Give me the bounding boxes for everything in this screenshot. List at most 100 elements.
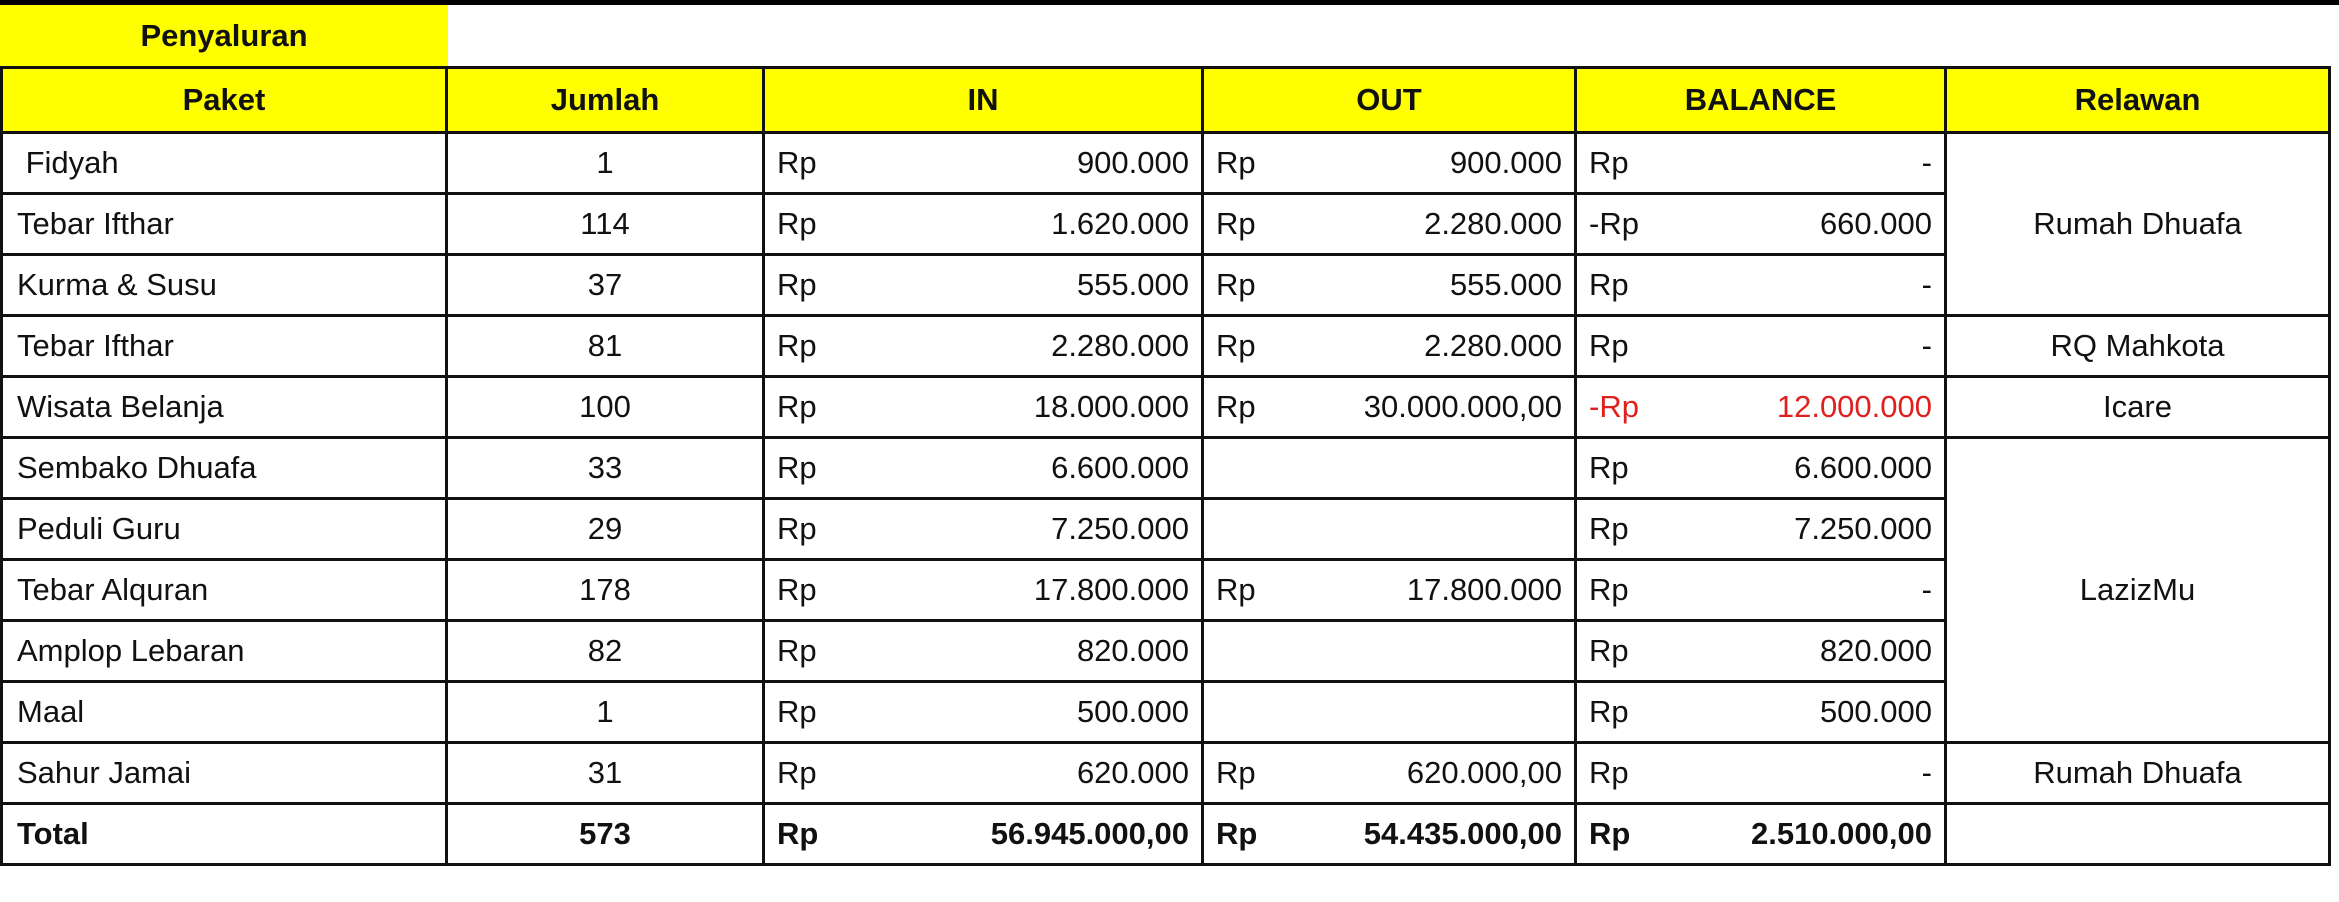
jumlah-cell[interactable]: 29 [445,497,765,561]
top-border [0,0,2339,5]
currency-label: -Rp [1589,389,1639,424]
in-cell[interactable]: Rp 620.000 [762,741,1204,805]
out-cell[interactable]: Rp 54.435.000,00 [1201,802,1577,866]
in-cell[interactable]: Rp 500.000 [762,680,1204,744]
amount-value: 820.000 [1076,633,1189,668]
out-cell[interactable] [1201,436,1577,500]
jumlah-cell[interactable]: 81 [445,314,765,378]
header-jumlah: Jumlah [445,66,765,134]
relawan-cell[interactable]: Rumah Dhuafa [1944,131,2331,317]
bal-cell[interactable]: Rp - [1574,558,1947,622]
currency-label: Rp [1589,328,1629,363]
bal-cell[interactable]: Rp 7.250.000 [1574,497,1947,561]
out-cell[interactable]: Rp 2.280.000 [1201,192,1577,256]
table-row: Fidyah 1 Rp 900.000 Rp 900.000 Rp - Rumah Dhuafa [0,131,2331,317]
amount-value: - [1921,267,1932,302]
amount-value: 900.000 [1076,145,1189,180]
paket-cell[interactable]: Fidyah [0,131,448,195]
amount-value: 1.620.000 [1051,206,1189,241]
currency-label: Rp [1216,572,1256,607]
currency-label: Rp [777,145,817,180]
jumlah-cell[interactable]: 1 [445,131,765,195]
jumlah-cell[interactable]: 82 [445,619,765,683]
currency-label: Rp [777,328,817,363]
amount-value: 620.000,00 [1406,755,1562,790]
header-balance: BALANCE [1574,66,1947,134]
out-cell[interactable]: Rp 620.000,00 [1201,741,1577,805]
total-relawan-cell[interactable] [1944,802,2331,866]
bal-cell[interactable]: Rp - [1574,314,1947,378]
bal-cell[interactable]: -Rp 660.000 [1574,192,1947,256]
out-cell[interactable]: Rp 555.000 [1201,253,1577,317]
total-jumlah[interactable]: 573 [445,802,765,866]
in-cell[interactable]: Rp 7.250.000 [762,497,1204,561]
currency-label: Rp [777,389,817,424]
amount-value: 555.000 [1449,267,1562,302]
paket-cell[interactable]: Sahur Jamai [0,741,448,805]
total-label: Total [0,802,448,866]
header-paket: Paket [0,66,448,134]
paket-cell[interactable]: Peduli Guru [0,497,448,561]
jumlah-cell[interactable]: 114 [445,192,765,256]
paket-cell[interactable]: Wisata Belanja [0,375,448,439]
jumlah-cell[interactable]: 33 [445,436,765,500]
relawan-cell[interactable]: Icare [1944,375,2331,439]
bal-cell[interactable]: Rp 820.000 [1574,619,1947,683]
table-row: Tebar Ifthar 114 Rp 1.620.000 Rp 2.280.000 -Rp… [0,192,2330,256]
out-cell[interactable] [1201,680,1577,744]
relawan-cell[interactable]: RQ Mahkota [1944,314,2331,378]
jumlah-cell[interactable]: 178 [445,558,765,622]
paket-cell[interactable]: Sembako Dhuafa [0,436,448,500]
amount-value: - [1921,145,1932,180]
amount-value: 500.000 [1819,694,1932,729]
currency-label: Rp [777,511,817,546]
currency-label: Rp [777,755,817,790]
jumlah-cell[interactable]: 37 [445,253,765,317]
in-cell[interactable]: Rp 900.000 [762,131,1204,195]
distribution-table: Paket Jumlah IN OUT BALANCE Relawan Fidy… [0,66,2331,866]
in-cell[interactable]: Rp 56.945.000,00 [762,802,1204,866]
currency-label: Rp [777,267,817,302]
in-cell[interactable]: Rp 1.620.000 [762,192,1204,256]
bal-cell[interactable]: Rp 6.600.000 [1574,436,1947,500]
jumlah-cell[interactable]: 1 [445,680,765,744]
amount-value: 30.000.000,00 [1363,389,1562,424]
in-cell[interactable]: Rp 555.000 [762,253,1204,317]
bal-cell[interactable]: Rp - [1574,131,1947,195]
jumlah-cell[interactable]: 31 [445,741,765,805]
in-cell[interactable]: Rp 2.280.000 [762,314,1204,378]
currency-label: Rp [777,694,817,729]
paket-cell[interactable]: Amplop Lebaran [0,619,448,683]
paket-cell[interactable]: Tebar Ifthar [0,314,448,378]
currency-label: Rp [1589,145,1629,180]
out-cell[interactable] [1201,619,1577,683]
relawan-cell[interactable]: LazizMu [1944,436,2331,744]
total-row: Total 573 Rp 56.945.000,00 Rp 54.435.000,00 Rp… [0,802,2331,866]
relawan-cell[interactable]: Rumah Dhuafa [1944,741,2331,805]
out-cell[interactable]: Rp 900.000 [1201,131,1577,195]
bal-cell[interactable]: Rp - [1574,741,1947,805]
jumlah-cell[interactable]: 100 [445,375,765,439]
amount-value: 6.600.000 [1051,450,1189,485]
header-in: IN [762,66,1204,134]
out-cell[interactable]: Rp 2.280.000 [1201,314,1577,378]
in-cell[interactable]: Rp 17.800.000 [762,558,1204,622]
out-cell[interactable] [1201,497,1577,561]
out-cell[interactable]: Rp 17.800.000 [1201,558,1577,622]
table-row: Tebar Ifthar 81 Rp 2.280.000 Rp 2.280.000 Rp - R… [0,314,2331,378]
amount-value: - [1921,328,1932,363]
paket-cell[interactable]: Maal [0,680,448,744]
bal-cell[interactable]: Rp 500.000 [1574,680,1947,744]
paket-cell[interactable]: Kurma & Susu [0,253,448,317]
paket-cell[interactable]: Tebar Ifthar [0,192,448,256]
in-cell[interactable]: Rp 6.600.000 [762,436,1204,500]
bal-cell[interactable]: -Rp 12.000.000 [1574,375,1947,439]
paket-cell[interactable]: Tebar Alquran [0,558,448,622]
bal-cell[interactable]: Rp 2.510.000,00 [1574,802,1947,866]
header-out: OUT [1201,66,1577,134]
bal-cell[interactable]: Rp - [1574,253,1947,317]
currency-label: Rp [777,816,819,851]
in-cell[interactable]: Rp 820.000 [762,619,1204,683]
in-cell[interactable]: Rp 18.000.000 [762,375,1204,439]
out-cell[interactable]: Rp 30.000.000,00 [1201,375,1577,439]
